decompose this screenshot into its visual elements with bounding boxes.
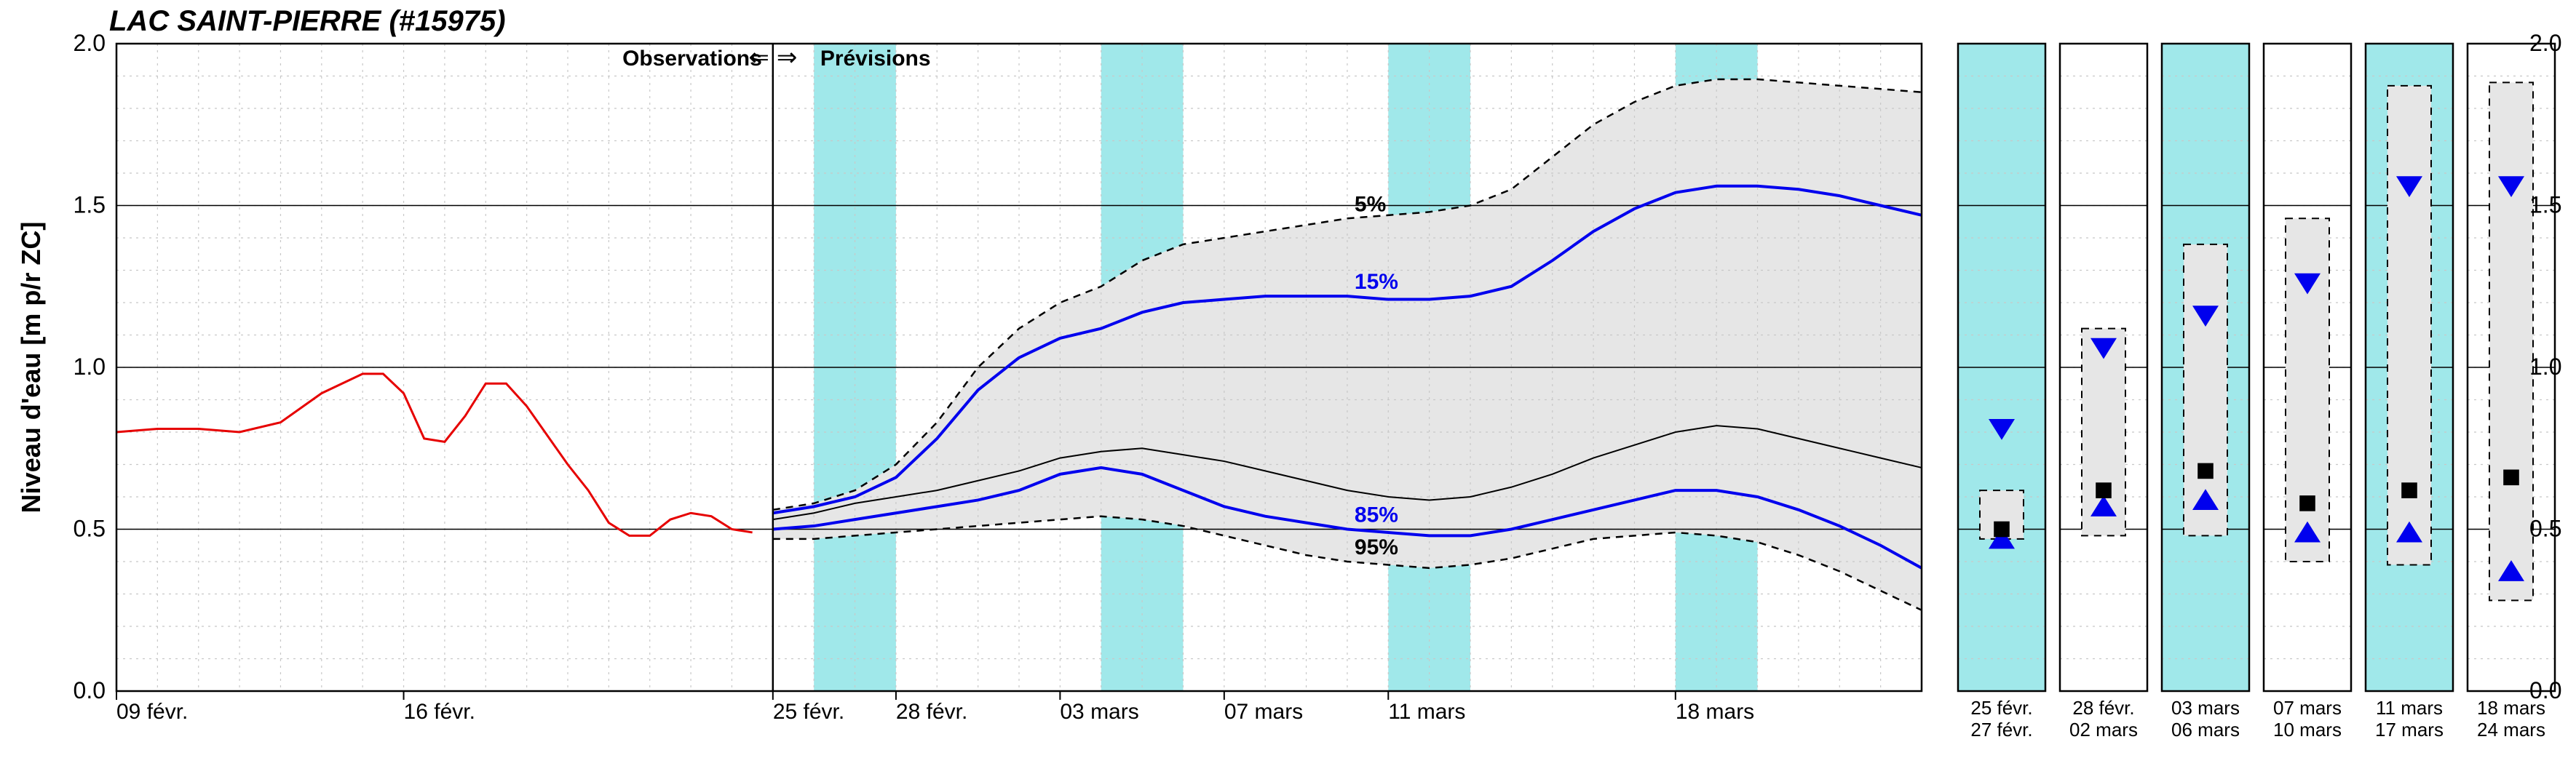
y-tick-label: 0.0 (74, 677, 106, 703)
panel-label-top: 03 mars (2171, 697, 2240, 719)
y-tick-label: 1.5 (74, 192, 106, 218)
marker-square-icon (2197, 463, 2214, 479)
marker-square-icon (2096, 482, 2112, 498)
panel-label-bottom: 27 févr. (1970, 719, 2032, 741)
marker-square-icon (2299, 495, 2315, 511)
side-panel: 03 mars06 mars (2162, 44, 2249, 741)
x-tick-label: 11 mars (1388, 700, 1465, 724)
marker-square-icon (2401, 482, 2417, 498)
panel-label-top: 28 févr. (2072, 697, 2134, 719)
forecasts-label: Prévisions (820, 47, 931, 71)
p5-label: 5% (1355, 192, 1386, 216)
panel-label-bottom: 17 mars (2375, 719, 2444, 741)
panel-label-bottom: 02 mars (2069, 719, 2138, 741)
observations-label: Observations (622, 47, 762, 71)
panel-label-bottom: 06 mars (2171, 719, 2240, 741)
side-panel: 11 mars17 mars (2366, 44, 2453, 741)
chart-title: LAC SAINT-PIERRE (#15975) (109, 5, 506, 37)
x-tick-label: 16 févr. (404, 700, 475, 724)
y-tick-label: 1.0 (74, 354, 106, 380)
panel-label-bottom: 24 mars (2477, 719, 2545, 741)
x-tick-label: 09 févr. (116, 700, 188, 724)
panel-label-top: 25 févr. (1970, 697, 2032, 719)
arrow-right-icon: ⇒ (777, 44, 798, 71)
y-tick-label-right: 2.0 (2529, 30, 2561, 56)
p95-label: 95% (1355, 535, 1398, 559)
y-tick-label-right: 1.5 (2529, 192, 2561, 218)
x-tick-label: 03 mars (1060, 700, 1138, 724)
y-tick-label: 0.5 (74, 516, 106, 542)
panel-label-top: 07 mars (2273, 697, 2342, 719)
panel-label-bottom: 10 mars (2273, 719, 2342, 741)
marker-square-icon (1994, 522, 2010, 538)
side-panel: 25 févr.27 févr. (1958, 44, 2045, 741)
y-tick-label-right: 0.0 (2529, 677, 2561, 703)
y-axis-label: Niveau d'eau [m p/r ZC] (16, 222, 46, 514)
marker-square-icon (2503, 470, 2519, 486)
p85-label: 85% (1355, 503, 1398, 527)
x-tick-label: 07 mars (1224, 700, 1303, 724)
y-tick-label-right: 1.0 (2529, 354, 2561, 380)
x-tick-label: 28 févr. (896, 700, 967, 724)
y-tick-label-right: 0.5 (2529, 516, 2561, 542)
x-tick-label: 25 févr. (773, 700, 844, 724)
hydrograph-chart: 5% 15% 85% 95% Observations Prévisions ⇐ ⇒ 0.0 0.… (0, 0, 2576, 766)
x-tick-label: 18 mars (1676, 700, 1754, 724)
panel-label-top: 11 mars (2376, 697, 2443, 719)
p15-label: 15% (1355, 270, 1398, 294)
arrow-left-icon: ⇐ (748, 44, 769, 71)
range-box (2489, 82, 2533, 600)
y-tick-label: 2.0 (74, 30, 106, 56)
